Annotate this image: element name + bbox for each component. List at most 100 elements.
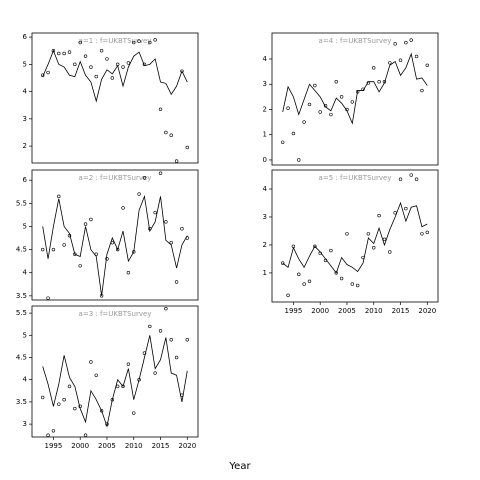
observed-point <box>67 384 72 389</box>
y-tick-label: 6 <box>23 176 28 184</box>
observed-point <box>126 271 131 275</box>
observed-point <box>115 384 120 389</box>
x-tick-label: 2020 <box>178 442 196 450</box>
observed-point <box>89 65 93 69</box>
observed-point <box>334 80 338 84</box>
observed-point <box>355 283 360 288</box>
y-tick-label: 3 <box>23 115 27 123</box>
observed-point <box>313 83 317 88</box>
panel-title: a=5 : f=UKBTSurvey <box>319 174 392 182</box>
observed-point <box>350 100 355 104</box>
y-tick-label: 2 <box>263 241 267 249</box>
panel-title: a=2 : f=UKBTSurvey <box>79 174 152 182</box>
y-tick-label: 2 <box>263 105 267 113</box>
panel-frame <box>271 169 439 303</box>
observed-point <box>105 57 109 61</box>
observed-point <box>94 373 98 377</box>
observed-point <box>169 133 173 137</box>
x-tick-label: 2000 <box>311 307 329 315</box>
observed-point <box>339 276 344 281</box>
observed-point <box>329 248 333 253</box>
observed-point <box>297 158 301 162</box>
observed-point <box>83 433 88 437</box>
x-tick-label: 2020 <box>418 307 436 315</box>
x-tick-label: 2000 <box>71 442 89 450</box>
observed-point <box>425 230 429 235</box>
observed-point <box>334 271 338 275</box>
x-axis-label: Year <box>228 461 251 472</box>
x-tick-label: 2010 <box>365 307 383 315</box>
observed-point <box>302 282 306 286</box>
y-tick-label: 3 <box>263 80 267 88</box>
observed-point <box>46 296 50 300</box>
x-tick-label: 2010 <box>125 442 143 450</box>
observed-point <box>121 384 125 389</box>
observed-point <box>158 171 163 175</box>
observed-point <box>297 272 301 277</box>
observed-point <box>388 61 392 65</box>
observed-point <box>94 74 98 79</box>
observed-point <box>62 51 66 56</box>
observed-point <box>164 306 168 311</box>
observed-point <box>366 232 371 236</box>
y-tick-label: 4 <box>23 269 28 277</box>
observed-point <box>377 80 381 84</box>
observed-point <box>73 62 77 67</box>
panel-title: a=4 : f=UKBTSurvey <box>319 37 392 45</box>
panel-title: a=1 : f=UKBTSurvey <box>79 37 152 45</box>
y-tick-label: 3 <box>263 213 267 221</box>
observed-point <box>185 145 189 150</box>
observed-point <box>57 194 61 199</box>
observed-point <box>180 69 184 73</box>
observed-point <box>51 429 56 433</box>
observed-point <box>121 65 125 69</box>
observed-point <box>62 243 66 247</box>
y-tick-label: 6 <box>23 33 28 41</box>
observed-point <box>174 280 179 284</box>
y-tick-label: 0 <box>263 156 267 164</box>
observed-point <box>377 213 381 218</box>
observed-point <box>414 177 419 181</box>
observed-point <box>126 61 131 65</box>
observed-point <box>83 222 88 226</box>
observed-point <box>404 40 408 45</box>
observed-point <box>158 107 163 112</box>
observed-point <box>302 120 306 124</box>
y-tick-label: 4.5 <box>16 246 27 254</box>
y-tick-label: 1 <box>263 269 267 277</box>
observed-point <box>121 206 125 210</box>
observed-point <box>388 250 392 254</box>
observed-point <box>137 39 141 43</box>
observed-point <box>174 355 179 360</box>
fit-line <box>282 52 428 125</box>
observed-point <box>404 206 408 211</box>
observed-point <box>185 338 189 342</box>
observed-point <box>89 217 93 222</box>
panel-frame <box>31 32 199 164</box>
y-tick-label: 3.5 <box>16 292 27 300</box>
observed-point <box>409 173 413 177</box>
observed-point <box>41 395 45 400</box>
observed-point <box>132 40 136 45</box>
observed-point <box>99 49 104 53</box>
observed-point <box>105 257 109 261</box>
observed-point <box>41 247 45 252</box>
observed-point <box>83 54 88 58</box>
observed-point <box>174 159 179 163</box>
observed-point <box>409 38 413 42</box>
y-tick-label: 5.5 <box>16 199 27 207</box>
observed-point <box>281 140 285 144</box>
observed-point <box>73 406 77 411</box>
fit-line <box>42 194 188 296</box>
panel-title: a=3 : f=UKBTSurvey <box>79 310 152 318</box>
observed-point <box>164 130 168 135</box>
observed-point <box>169 338 173 342</box>
observed-point <box>51 49 56 53</box>
fit-line <box>42 335 188 428</box>
observed-point <box>420 232 424 236</box>
y-tick-label: 4 <box>23 376 28 384</box>
observed-point <box>153 371 157 375</box>
fit-line <box>282 201 428 274</box>
